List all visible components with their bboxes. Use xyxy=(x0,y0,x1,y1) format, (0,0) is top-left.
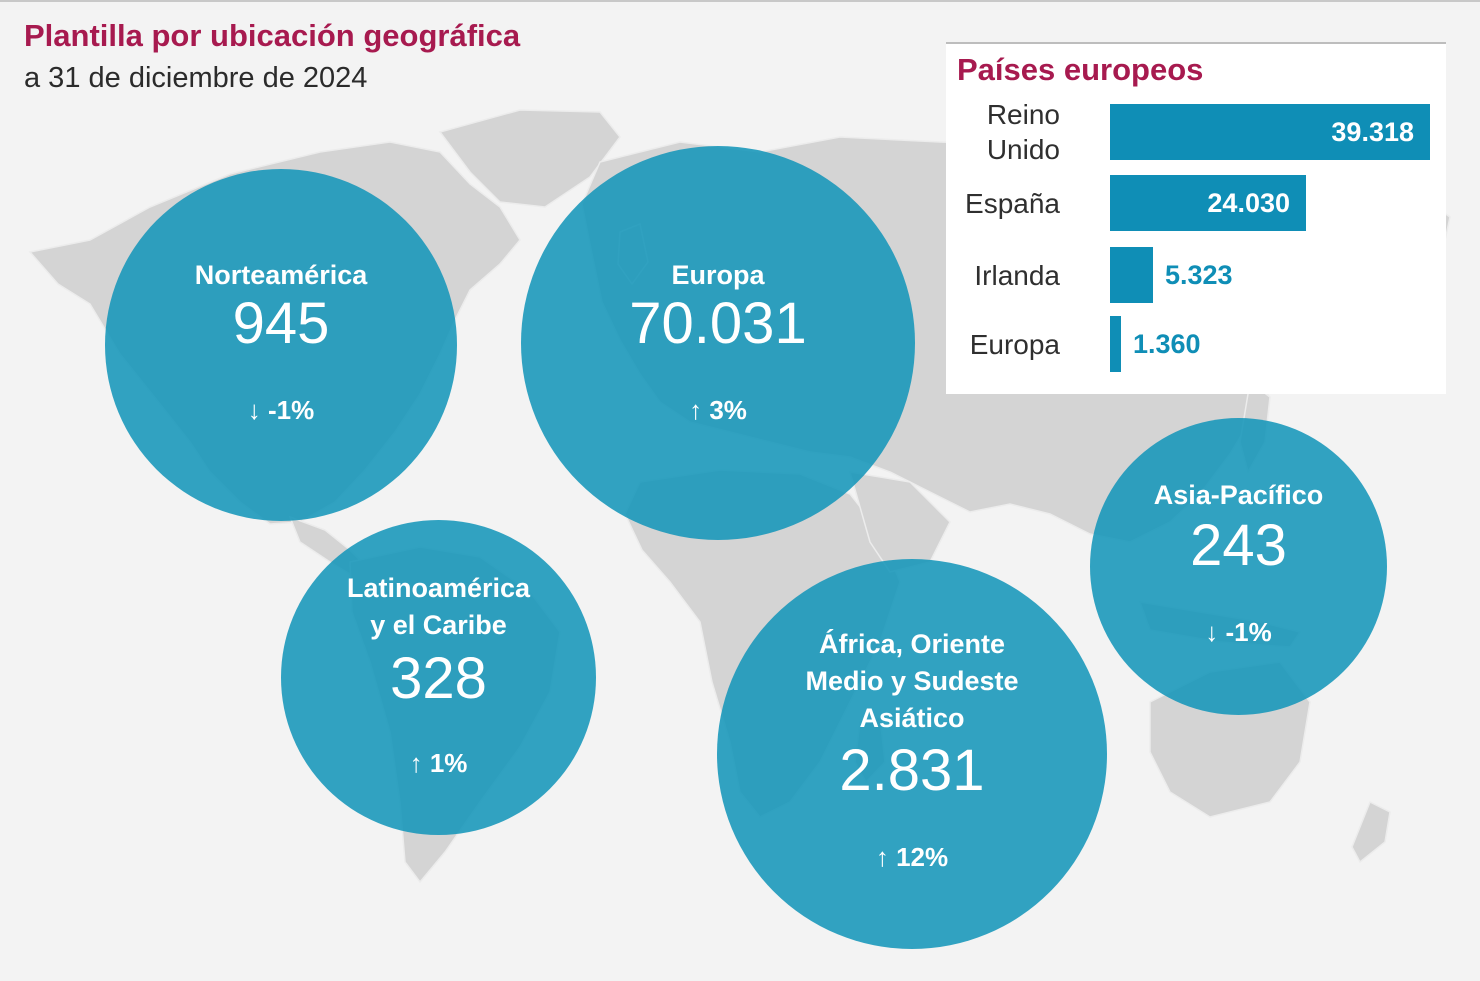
page-subtitle: a 31 de diciembre de 2024 xyxy=(24,62,368,94)
region-circle-north-america: Norteamérica 945 ↓ -1% xyxy=(105,169,457,521)
region-name: Asia-Pacífico xyxy=(1153,480,1324,510)
region-circle-latin-america: Latinoamérica y el Caribe 328 ↑ 1% xyxy=(281,520,596,835)
region-circle-asia-pacific: Asia-Pacífico 243 ↓ -1% xyxy=(1090,418,1387,715)
panel-title: Países europeos xyxy=(957,52,1204,87)
bar-value-label: 1.360 xyxy=(1133,329,1201,359)
region-change: ↑ 12% xyxy=(875,842,949,872)
region-value: 328 xyxy=(390,646,487,711)
region-name: Europa xyxy=(671,260,765,290)
bar xyxy=(1110,175,1306,231)
bar-row: Irlanda 5.323 xyxy=(946,247,1446,303)
region-circle-africa-middle-east-asia: África, Oriente Medio y Sudeste Asiático… xyxy=(717,559,1107,949)
region-change: ↓ -1% xyxy=(1205,617,1272,647)
bar-category-label: España xyxy=(965,187,1060,219)
region-value: 243 xyxy=(1190,513,1287,578)
bar-category-label: Reino Unido xyxy=(986,99,1060,165)
bar-value-label: 5.323 xyxy=(1165,260,1233,290)
bar xyxy=(1110,247,1153,303)
region-value: 945 xyxy=(232,291,330,356)
bar xyxy=(1110,316,1121,372)
region-name: Norteamérica xyxy=(194,260,368,290)
region-change: ↓ -1% xyxy=(247,395,315,425)
region-change: ↑ 1% xyxy=(409,748,468,778)
bar-category-label: Europa xyxy=(969,328,1060,360)
bar-value-label: 24.030 xyxy=(1207,188,1290,218)
region-circle-europe: Europa 70.031 ↑ 3% xyxy=(521,146,915,540)
region-value: 2.831 xyxy=(839,738,985,803)
region-name: África, Oriente Medio y Sudeste Asiático xyxy=(805,629,1019,733)
region-value: 70.031 xyxy=(629,291,807,356)
bar-row: España 24.030 xyxy=(946,175,1446,231)
bar-row: Europa 1.360 xyxy=(946,316,1446,372)
page-title: Plantilla por ubicación geográfica xyxy=(24,18,521,53)
bar-category-label: Irlanda xyxy=(974,259,1060,291)
bar-value-label: 39.318 xyxy=(1331,117,1414,147)
region-name: Latinoamérica y el Caribe xyxy=(346,573,531,640)
bar-row: Reino Unido 39.318 xyxy=(946,99,1446,165)
bar xyxy=(1110,104,1430,160)
european-countries-panel: Países europeos Reino Unido 39.318 España 2… xyxy=(946,42,1446,394)
region-change: ↑ 3% xyxy=(689,395,747,425)
